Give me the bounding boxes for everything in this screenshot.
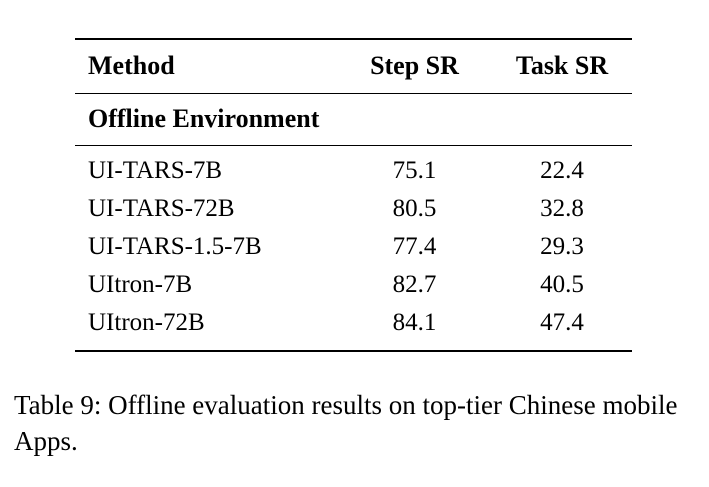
method-cell: UItron-72B: [88, 309, 205, 336]
method-cell: UI-TARS-7B: [88, 157, 223, 184]
table-section-header: Offline Environment: [75, 94, 632, 146]
table-row: UI-TARS-7B 75.1 22.4: [75, 152, 632, 190]
task-sr-cell: 29.3: [540, 233, 584, 260]
column-header-method: Method: [88, 51, 175, 80]
table-row: UI-TARS-72B 80.5 32.8: [75, 190, 632, 228]
task-sr-cell: 22.4: [540, 157, 584, 184]
table-row: UI-TARS-1.5-7B 77.4 29.3: [75, 228, 632, 266]
column-header-step-sr: Step SR: [370, 51, 459, 80]
step-sr-cell: 75.1: [392, 157, 437, 184]
task-sr-cell: 40.5: [540, 271, 584, 298]
task-sr-cell: 47.4: [540, 309, 584, 336]
step-sr-cell: 82.7: [392, 271, 437, 298]
method-cell: UI-TARS-72B: [88, 195, 235, 222]
task-sr-cell: 32.8: [540, 195, 584, 222]
table-row: UItron-7B 82.7 40.5: [75, 266, 632, 304]
section-title: Offline Environment: [88, 104, 320, 133]
column-header-task-sr: Task SR: [515, 51, 609, 80]
method-cell: UI-TARS-1.5-7B: [88, 233, 262, 260]
results-table: Method Step SR Task SR Offline Environme…: [75, 38, 632, 352]
table-row: UItron-72B 84.1 47.4: [75, 304, 632, 342]
table-body: UI-TARS-7B 75.1 22.4 UI-TARS-72B 80.5 32…: [75, 146, 632, 350]
table-header-row: Method Step SR Task SR: [75, 40, 632, 94]
method-cell: UItron-7B: [88, 271, 193, 298]
step-sr-cell: 77.4: [392, 233, 437, 260]
table-caption: Table 9: Offline evaluation results on t…: [14, 390, 678, 456]
step-sr-cell: 84.1: [392, 309, 437, 336]
step-sr-cell: 80.5: [392, 195, 437, 222]
